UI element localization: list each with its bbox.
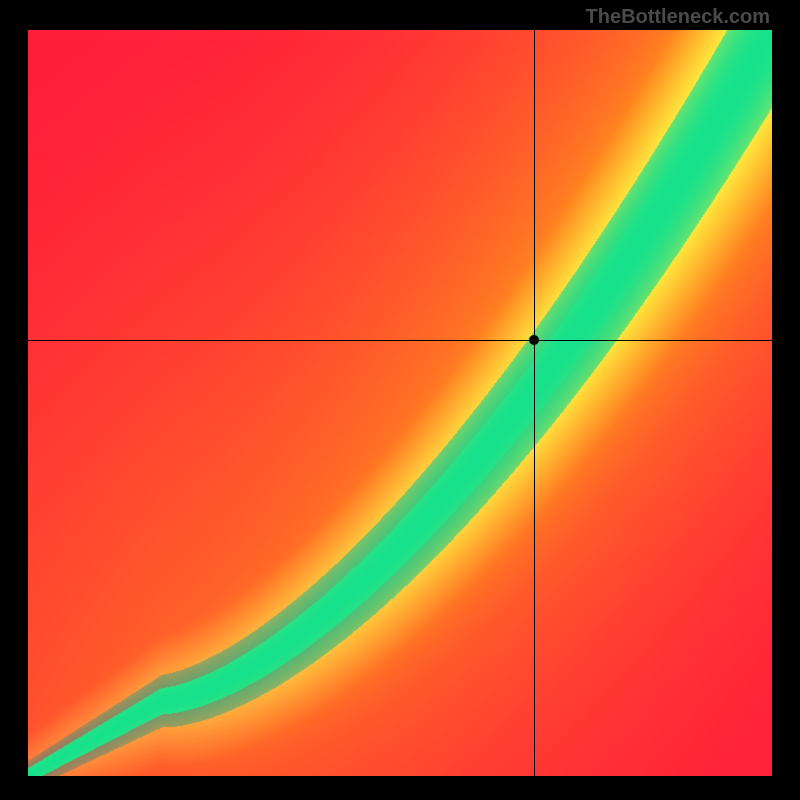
- crosshair-marker-dot: [529, 335, 539, 345]
- watermark-text: TheBottleneck.com: [586, 6, 770, 29]
- crosshair-horizontal: [28, 340, 772, 341]
- crosshair-vertical: [534, 30, 535, 776]
- heatmap-canvas: [28, 30, 772, 776]
- heatmap-plot: [28, 30, 772, 776]
